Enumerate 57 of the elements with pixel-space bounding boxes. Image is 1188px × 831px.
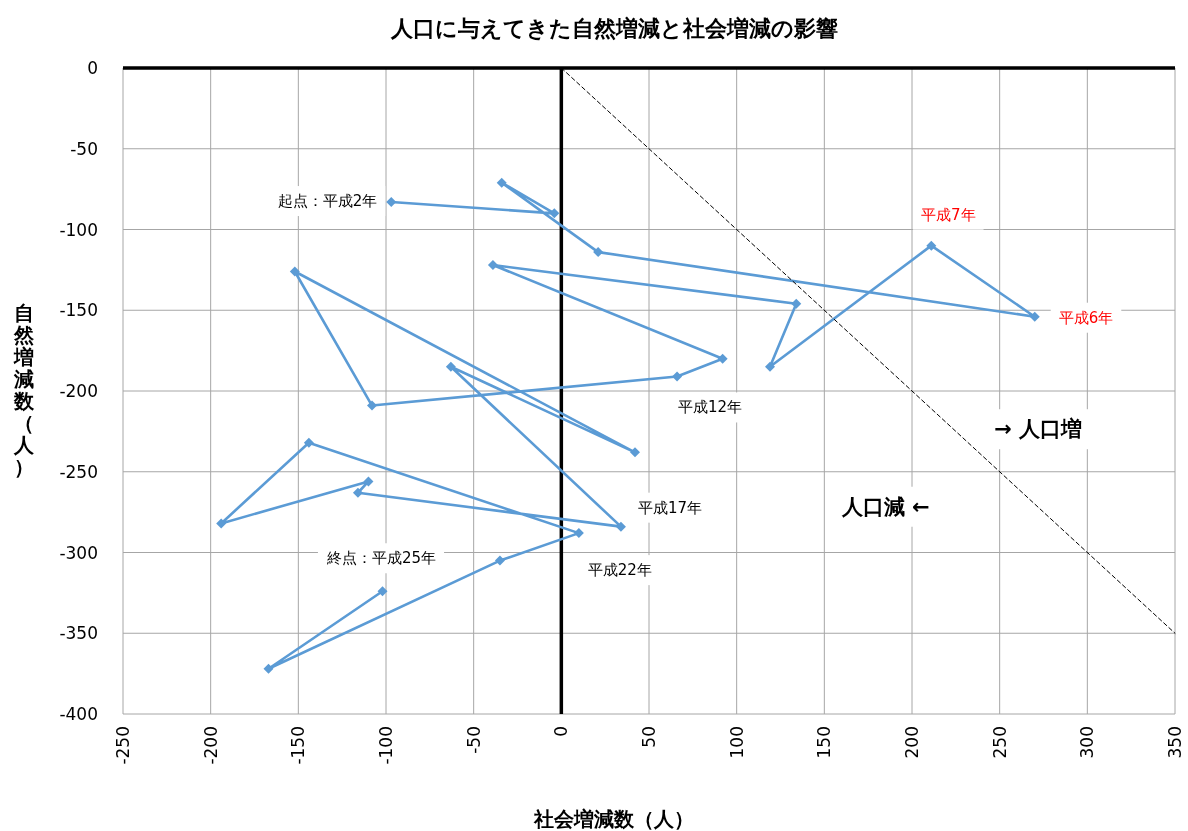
x-tick-label: -200 — [200, 726, 221, 765]
y-tick-label: -100 — [59, 219, 98, 240]
x-tick-label: 250 — [989, 726, 1010, 759]
x-axis-title: 社会増減数（人） — [533, 807, 694, 831]
annotation: 平成12年 — [678, 398, 743, 417]
x-tick-label: 300 — [1077, 726, 1098, 759]
y-tick-label: -50 — [70, 138, 98, 159]
x-tick-label: 150 — [814, 726, 835, 759]
point — [549, 208, 560, 219]
annotation: 終点：平成25年 — [325, 549, 437, 568]
point — [377, 586, 388, 597]
point — [573, 528, 584, 539]
x-tick-label: 350 — [1165, 726, 1185, 759]
point — [615, 521, 626, 532]
point — [672, 371, 683, 382]
point — [791, 298, 802, 309]
x-tick-label: 100 — [726, 726, 747, 759]
y-tick-label: -350 — [59, 623, 98, 644]
annotation: 起点：平成2年 — [277, 192, 378, 211]
point — [717, 353, 728, 364]
x-tick-label: 0 — [551, 726, 572, 737]
point — [263, 663, 274, 674]
y-tick-label: 0 — [87, 58, 98, 78]
point — [363, 476, 374, 487]
x-tick-label: -250 — [113, 726, 133, 765]
point — [289, 266, 300, 277]
y-tick-label: -400 — [59, 704, 98, 724]
point — [445, 361, 456, 372]
annotation: 平成17年 — [637, 498, 702, 517]
point — [352, 487, 363, 498]
y-tick-label: -150 — [59, 300, 98, 321]
point — [1029, 311, 1040, 322]
point — [496, 177, 507, 188]
point — [216, 518, 227, 529]
annotation: 平成6年 — [1058, 308, 1114, 327]
x-tick-label: -50 — [463, 726, 484, 754]
y-tick-label: -200 — [59, 381, 98, 401]
annotation: 平成7年 — [921, 205, 976, 224]
point — [629, 447, 640, 458]
y-tick-label: -300 — [59, 542, 98, 563]
annotation: 平成22年 — [587, 561, 652, 580]
annotation: 人口減 ← — [840, 494, 930, 519]
y-tick-label: -250 — [59, 461, 98, 482]
annotation: → 人口増 — [994, 417, 1083, 442]
y-axis-title: 自然増減数（人） — [13, 301, 35, 479]
x-tick-label: -150 — [288, 726, 309, 765]
x-tick-label: 200 — [902, 726, 922, 759]
point — [303, 437, 314, 448]
point — [366, 400, 377, 411]
point — [487, 260, 498, 271]
point — [494, 555, 505, 566]
point — [926, 240, 937, 251]
x-tick-label: 50 — [639, 726, 659, 748]
point — [764, 361, 775, 372]
x-tick-label: -100 — [376, 726, 396, 765]
chart-title: 人口に与えてきた自然増減と社会増減の影響 — [389, 16, 838, 41]
point — [593, 247, 604, 258]
